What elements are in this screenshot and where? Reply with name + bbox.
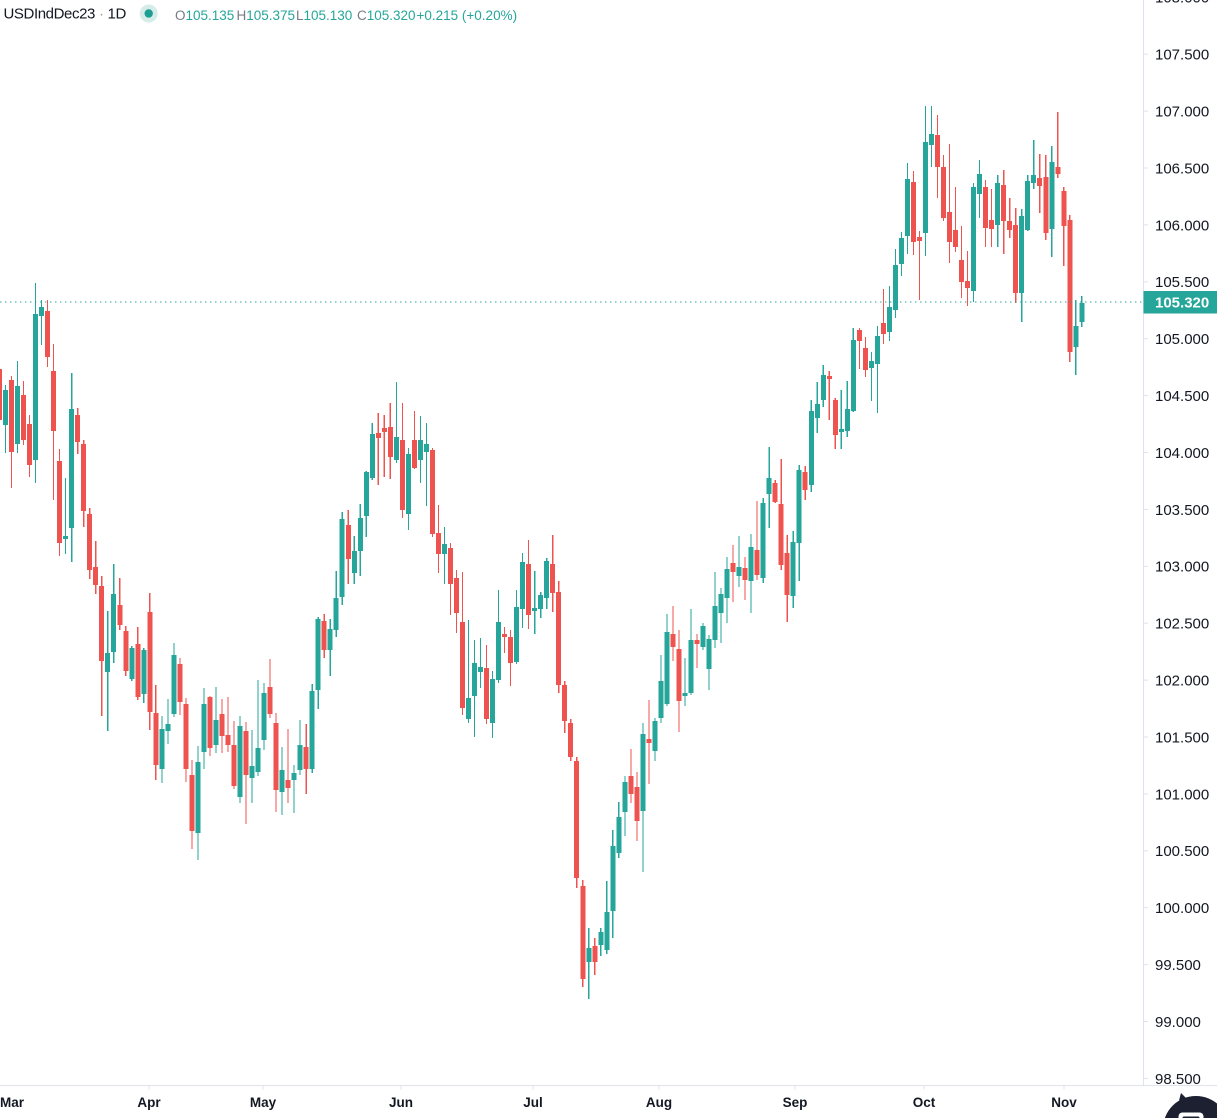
svg-text:101.000: 101.000 bbox=[1155, 786, 1209, 803]
svg-text:Mar: Mar bbox=[0, 1095, 25, 1110]
svg-text:Jul: Jul bbox=[523, 1095, 543, 1110]
svg-text:103.500: 103.500 bbox=[1155, 502, 1209, 519]
svg-text:105.500: 105.500 bbox=[1155, 274, 1209, 291]
svg-text:Jun: Jun bbox=[389, 1095, 413, 1110]
svg-text:98.500: 98.500 bbox=[1155, 1071, 1201, 1088]
svg-text:H105.375: H105.375 bbox=[237, 8, 296, 23]
svg-text:108.000: 108.000 bbox=[1155, 0, 1209, 7]
svg-text:USDIndDec23: USDIndDec23 bbox=[4, 6, 96, 23]
svg-text:105.320: 105.320 bbox=[1155, 295, 1209, 312]
svg-text:Nov: Nov bbox=[1051, 1095, 1077, 1110]
svg-text:102.500: 102.500 bbox=[1155, 616, 1209, 633]
svg-text:106.500: 106.500 bbox=[1155, 160, 1209, 177]
svg-text:100.500: 100.500 bbox=[1155, 843, 1209, 860]
svg-text:104.000: 104.000 bbox=[1155, 445, 1209, 462]
svg-text:C105.320: C105.320 bbox=[357, 8, 416, 23]
svg-text:Oct: Oct bbox=[913, 1095, 936, 1110]
svg-text:Apr: Apr bbox=[137, 1095, 161, 1110]
svg-text:106.000: 106.000 bbox=[1155, 217, 1209, 234]
svg-text:1D: 1D bbox=[108, 6, 127, 23]
svg-text:May: May bbox=[250, 1095, 277, 1110]
svg-text:103.000: 103.000 bbox=[1155, 559, 1209, 576]
svg-text:O105.135: O105.135 bbox=[175, 8, 234, 23]
svg-text:100.000: 100.000 bbox=[1155, 900, 1209, 917]
svg-text:·: · bbox=[99, 6, 104, 23]
svg-text:107.000: 107.000 bbox=[1155, 104, 1209, 121]
svg-text:+0.215 (+0.20%): +0.215 (+0.20%) bbox=[417, 8, 518, 23]
svg-text:102.000: 102.000 bbox=[1155, 673, 1209, 690]
svg-text:101.500: 101.500 bbox=[1155, 729, 1209, 746]
svg-text:99.000: 99.000 bbox=[1155, 1014, 1201, 1031]
svg-text:Sep: Sep bbox=[783, 1095, 808, 1110]
svg-text:L105.130: L105.130 bbox=[296, 8, 352, 23]
svg-text:Aug: Aug bbox=[646, 1095, 672, 1110]
svg-text:99.500: 99.500 bbox=[1155, 957, 1201, 974]
svg-text:107.500: 107.500 bbox=[1155, 47, 1209, 64]
svg-text:105.000: 105.000 bbox=[1155, 331, 1209, 348]
svg-text:104.500: 104.500 bbox=[1155, 388, 1209, 405]
